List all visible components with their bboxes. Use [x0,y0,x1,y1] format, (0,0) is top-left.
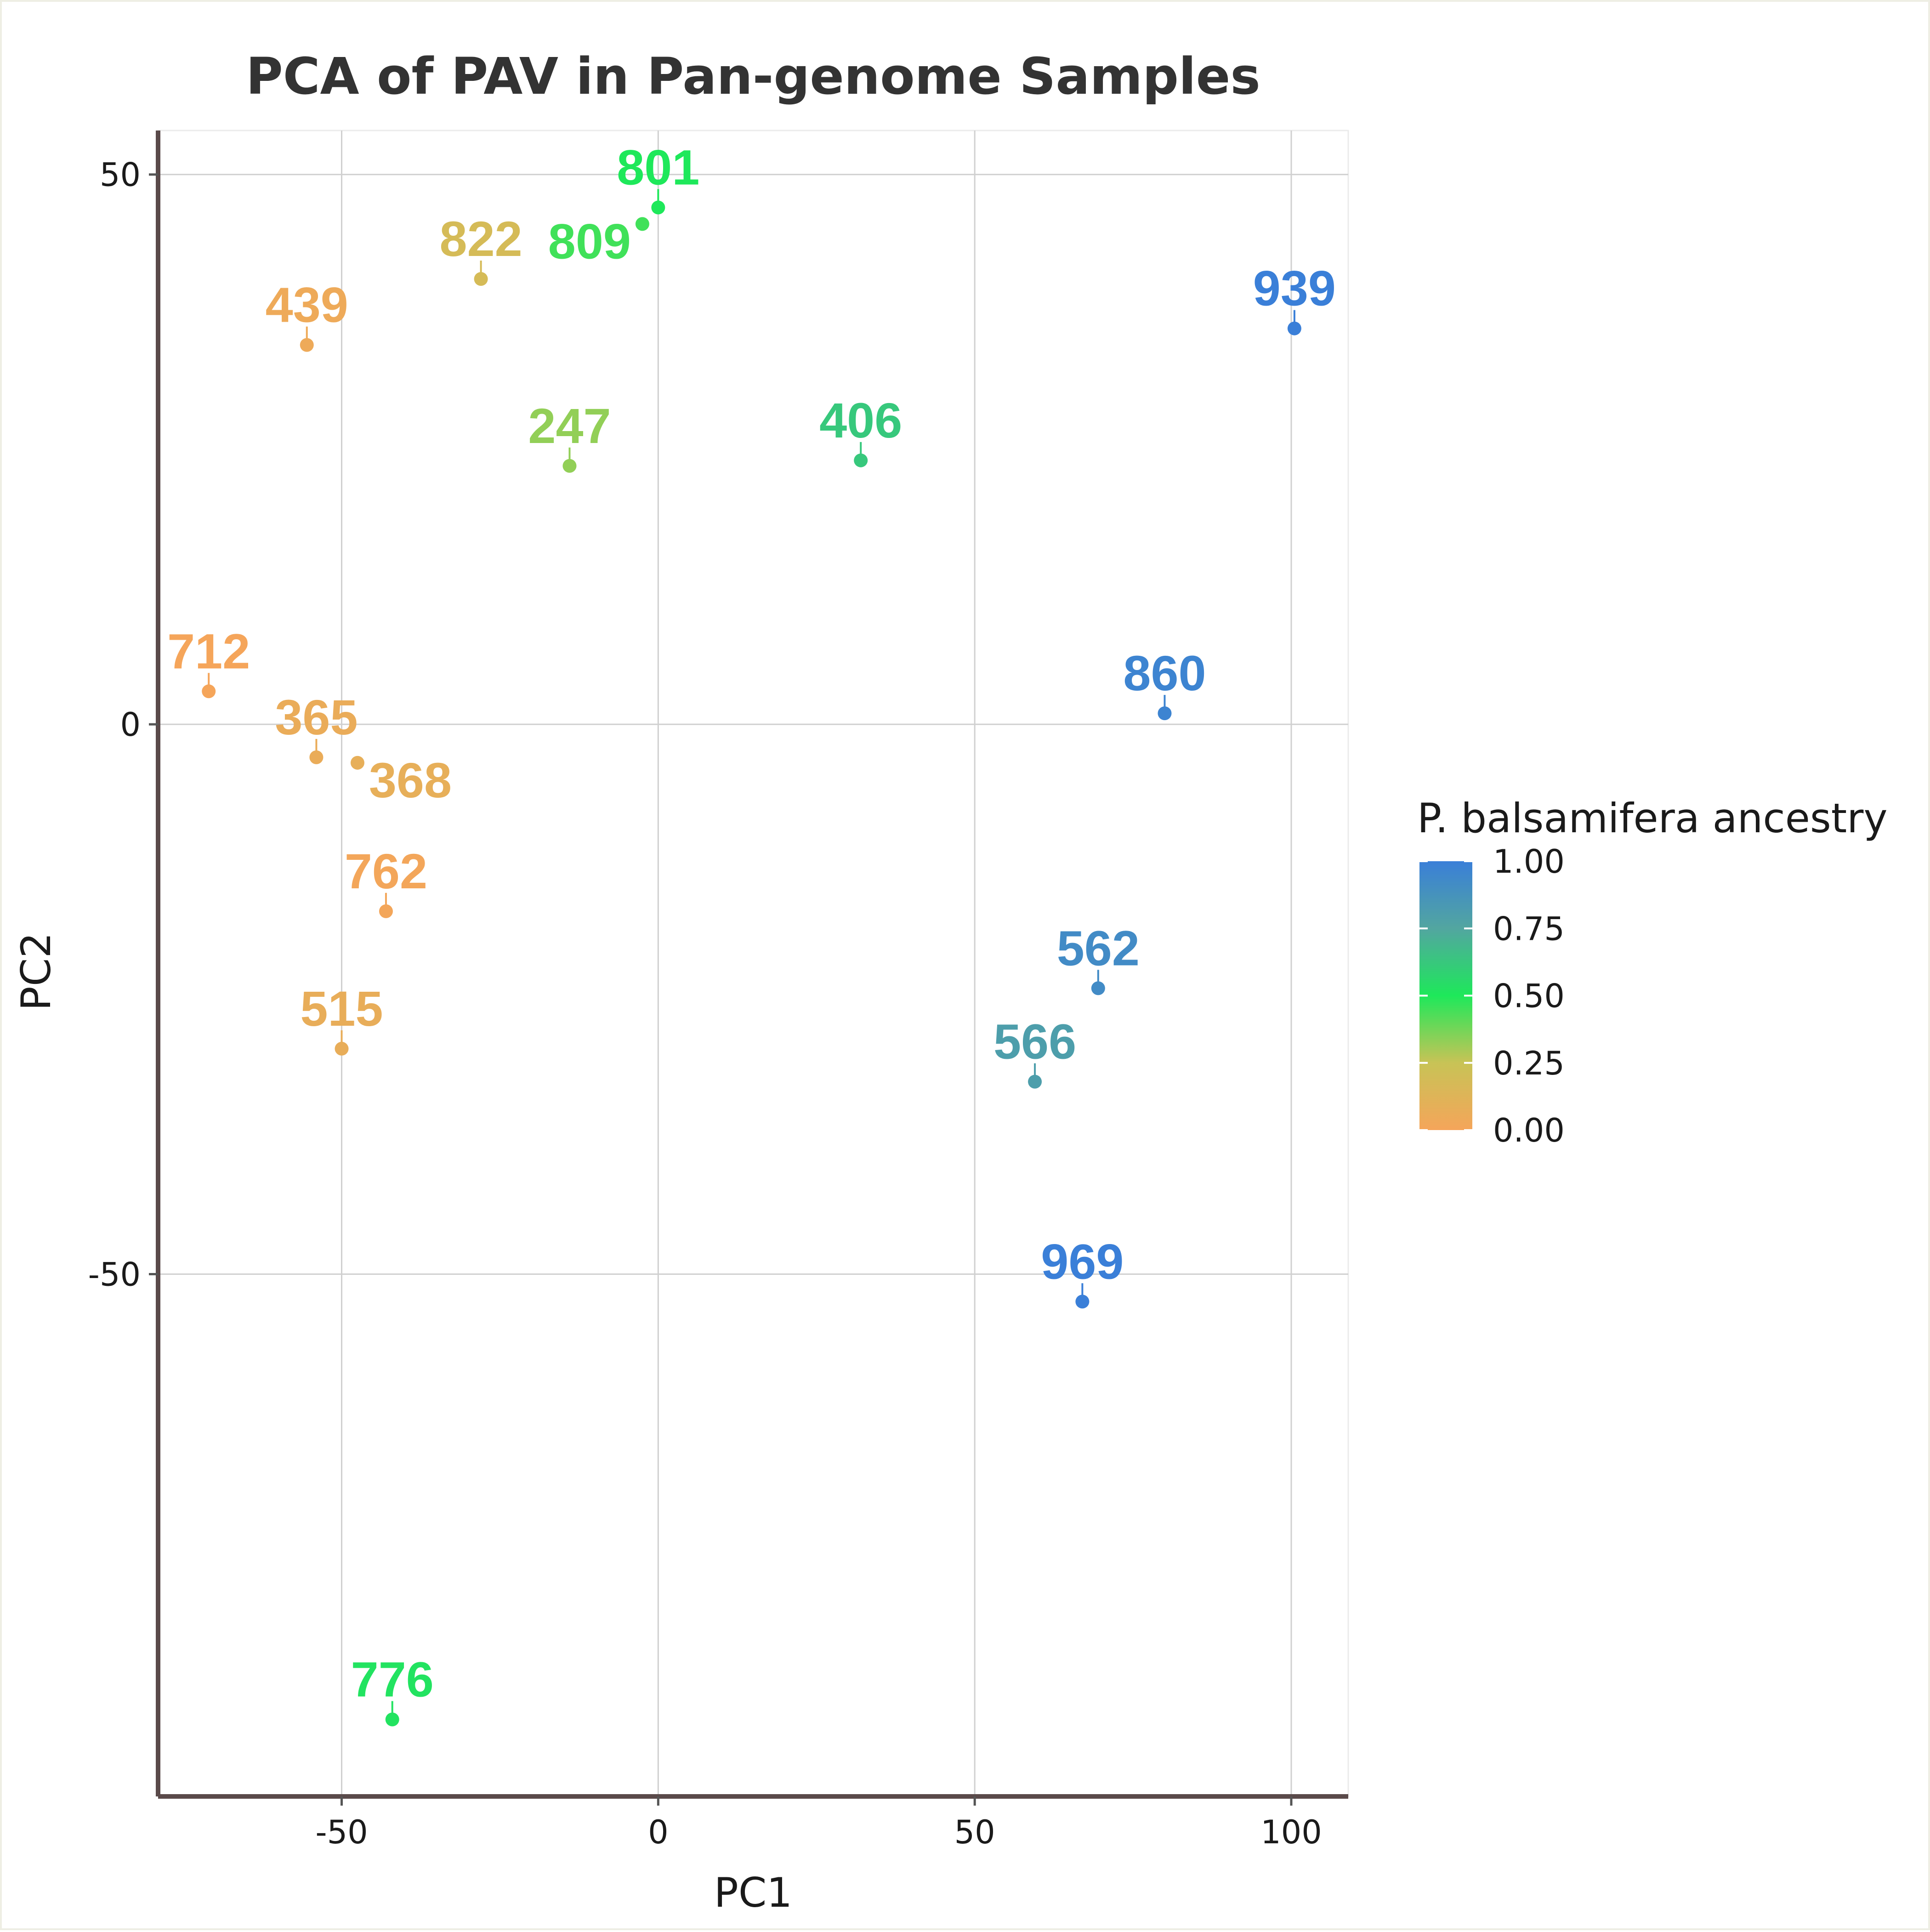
data-point-860: 860 [1123,645,1206,721]
x-tick-label: 50 [954,1813,995,1851]
axis-ticks: -50 0 50 100 -50 0 50 [88,156,1322,1851]
scatter-point [202,684,216,699]
data-point-801: 801 [617,139,699,215]
data-point-562: 562 [1057,920,1140,995]
scatter-point [635,217,649,231]
point-label: 439 [266,277,348,333]
data-point-712: 712 [167,623,250,699]
scatter-point [854,453,868,467]
data-point-406: 406 [819,392,902,467]
data-point-809: 809 [548,213,649,269]
scatter-point [350,756,364,770]
point-label: 566 [993,1014,1076,1069]
y-tick-label: 50 [100,156,141,194]
x-tick-label: 100 [1260,1813,1322,1851]
point-label: 365 [275,689,358,745]
point-label: 712 [167,623,250,679]
scatter-point [651,200,665,215]
scatter-point [300,338,314,352]
legend-tick-label: 0.25 [1493,1045,1565,1082]
scatter-point [1075,1295,1090,1309]
point-label: 809 [548,213,631,269]
point-label: 939 [1253,261,1336,316]
gridlines [158,131,1348,1796]
point-label: 247 [528,398,611,454]
y-axis-title: PC2 [12,932,60,1011]
legend-tick-label: 1.00 [1493,843,1565,881]
x-tick-label: 0 [648,1813,669,1851]
scatter-point [385,1712,399,1727]
scatter-point [335,1041,349,1056]
data-point-776: 776 [351,1652,434,1727]
y-tick-label: -50 [88,1256,141,1293]
plot-background [157,130,1349,1797]
legend-tick-label: 0.00 [1493,1112,1565,1149]
point-label: 776 [351,1652,434,1707]
color-legend: P. balsamifera ancestry 1.00 0.75 0.50 0.25… [1417,795,1888,1149]
legend-tick-label: 0.75 [1493,910,1565,948]
scatter-point [379,904,393,918]
scatter-point [1287,321,1301,335]
scatter-point [562,459,577,473]
y-tick-label: 0 [120,706,141,744]
data-point-969: 969 [1041,1233,1124,1309]
scatter-point [1158,706,1172,721]
point-label: 801 [617,139,699,195]
data-point-939: 939 [1253,261,1336,335]
data-point-439: 439 [266,277,348,352]
point-label: 562 [1057,920,1140,976]
data-point-822: 822 [440,211,522,286]
point-label: 822 [440,211,522,267]
chart-title: PCA of PAV in Pan-genome Samples [246,47,1260,106]
data-point-566: 566 [993,1014,1076,1089]
point-label: 515 [300,981,383,1036]
data-point-515: 515 [300,981,383,1056]
x-tick-label: -50 [315,1813,368,1851]
legend-title: P. balsamifera ancestry [1417,795,1888,842]
x-axis-title: PC1 [714,1869,793,1916]
scatter-point [1028,1074,1042,1089]
data-point-762: 762 [345,843,427,918]
legend-colorbar [1419,861,1472,1130]
point-label: 969 [1041,1233,1124,1289]
point-label: 762 [345,843,427,899]
data-point-365: 365 [275,689,358,764]
scatter-point [1091,981,1105,995]
legend-ticks: 1.00 0.75 0.50 0.25 0.00 [1419,843,1565,1149]
scatter-point [474,272,488,286]
data-point-368: 368 [350,752,452,808]
point-label: 368 [369,752,452,808]
data-point-247: 247 [528,398,611,473]
point-label: 860 [1123,645,1206,701]
scatter-point [309,750,324,764]
point-label: 406 [819,392,902,448]
legend-tick-label: 0.50 [1493,977,1565,1015]
